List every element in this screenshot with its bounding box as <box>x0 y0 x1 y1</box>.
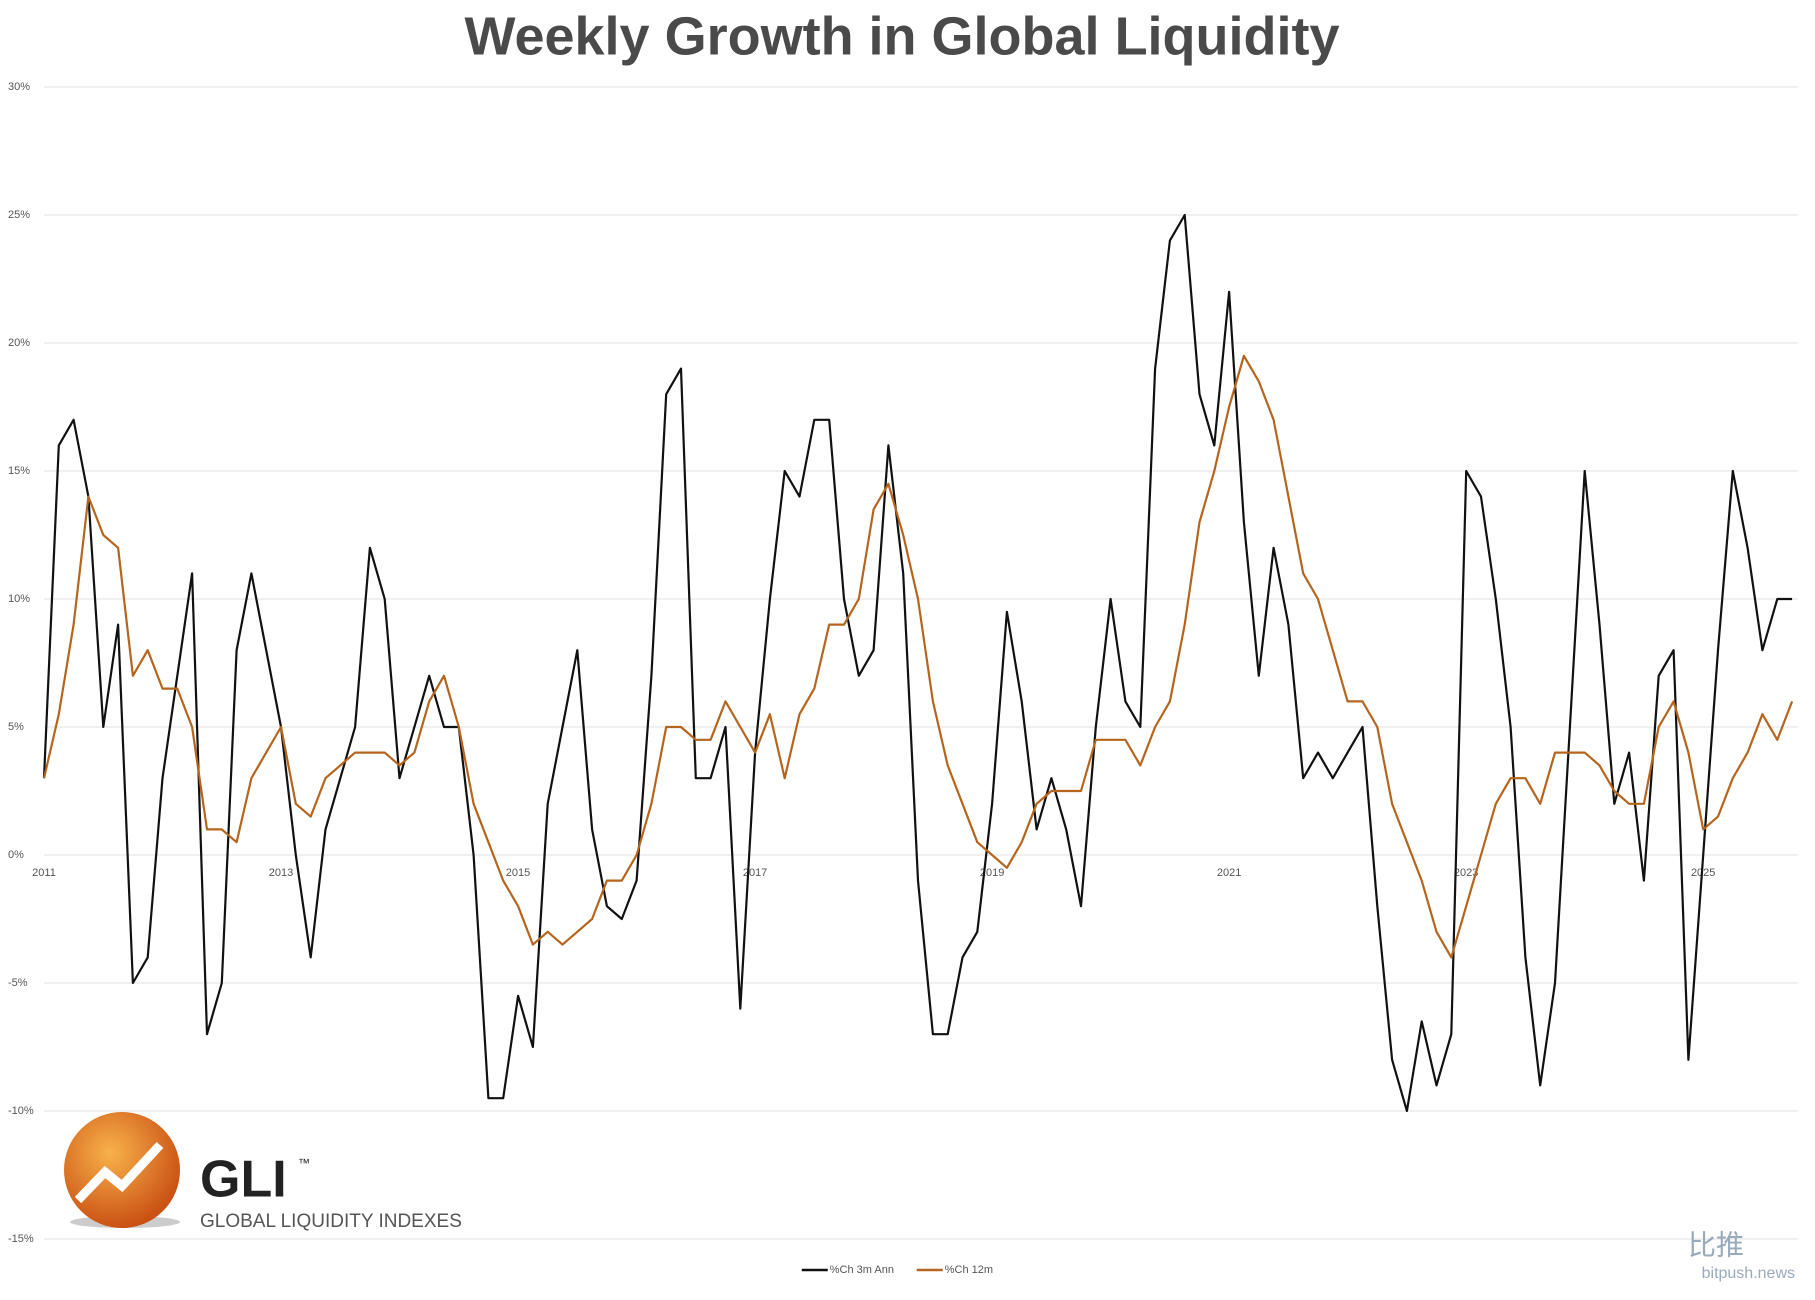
logo-tm: ™ <box>298 1156 310 1170</box>
y-tick-label: -15% <box>8 1233 34 1245</box>
chart-title: Weekly Growth in Global Liquidity <box>464 6 1339 66</box>
logo-subtitle: GLOBAL LIQUIDITY INDEXES <box>200 1211 462 1232</box>
y-tick-label: 30% <box>8 81 30 93</box>
watermark-name: 比推 <box>1688 1229 1744 1260</box>
y-tick-label: 5% <box>8 721 24 733</box>
x-tick-label: 2011 <box>32 867 56 879</box>
x-tick-label: 2023 <box>1454 867 1478 879</box>
y-tick-label: 10% <box>8 593 30 605</box>
y-tick-label: 0% <box>8 849 24 861</box>
y-tick-label: -5% <box>8 977 28 989</box>
legend-label: %Ch 3m Ann <box>830 1264 894 1276</box>
legend-label: %Ch 12m <box>945 1264 993 1276</box>
x-tick-label: 2013 <box>269 867 293 879</box>
logo: GLI ™ GLOBAL LIQUIDITY INDEXES <box>64 1112 462 1232</box>
x-tick-label: 2015 <box>506 867 530 879</box>
y-tick-label: 15% <box>8 465 30 477</box>
watermark: 比推 bitpush.news <box>1688 1229 1795 1282</box>
plot-area: -15% -10% -5% 0% 5% 10% 15% 20% 25% 30% 2011 2013 20… <box>8 81 1798 1276</box>
series-line <box>42 354 1794 959</box>
logo-name: GLI <box>200 1151 287 1209</box>
x-tick-label: 2019 <box>980 867 1004 879</box>
series-line <box>42 213 1793 1113</box>
x-tick-label: 2017 <box>743 867 767 879</box>
watermark-site: bitpush.news <box>1702 1265 1795 1282</box>
y-tick-label: -10% <box>8 1105 34 1117</box>
logo-circle <box>64 1112 180 1228</box>
x-tick-label: 2021 <box>1217 867 1241 879</box>
y-tick-label: 25% <box>8 209 30 221</box>
logo-arrow <box>74 1141 164 1204</box>
x-tick-label: 2025 <box>1691 867 1715 879</box>
y-tick-label: 20% <box>8 337 30 349</box>
